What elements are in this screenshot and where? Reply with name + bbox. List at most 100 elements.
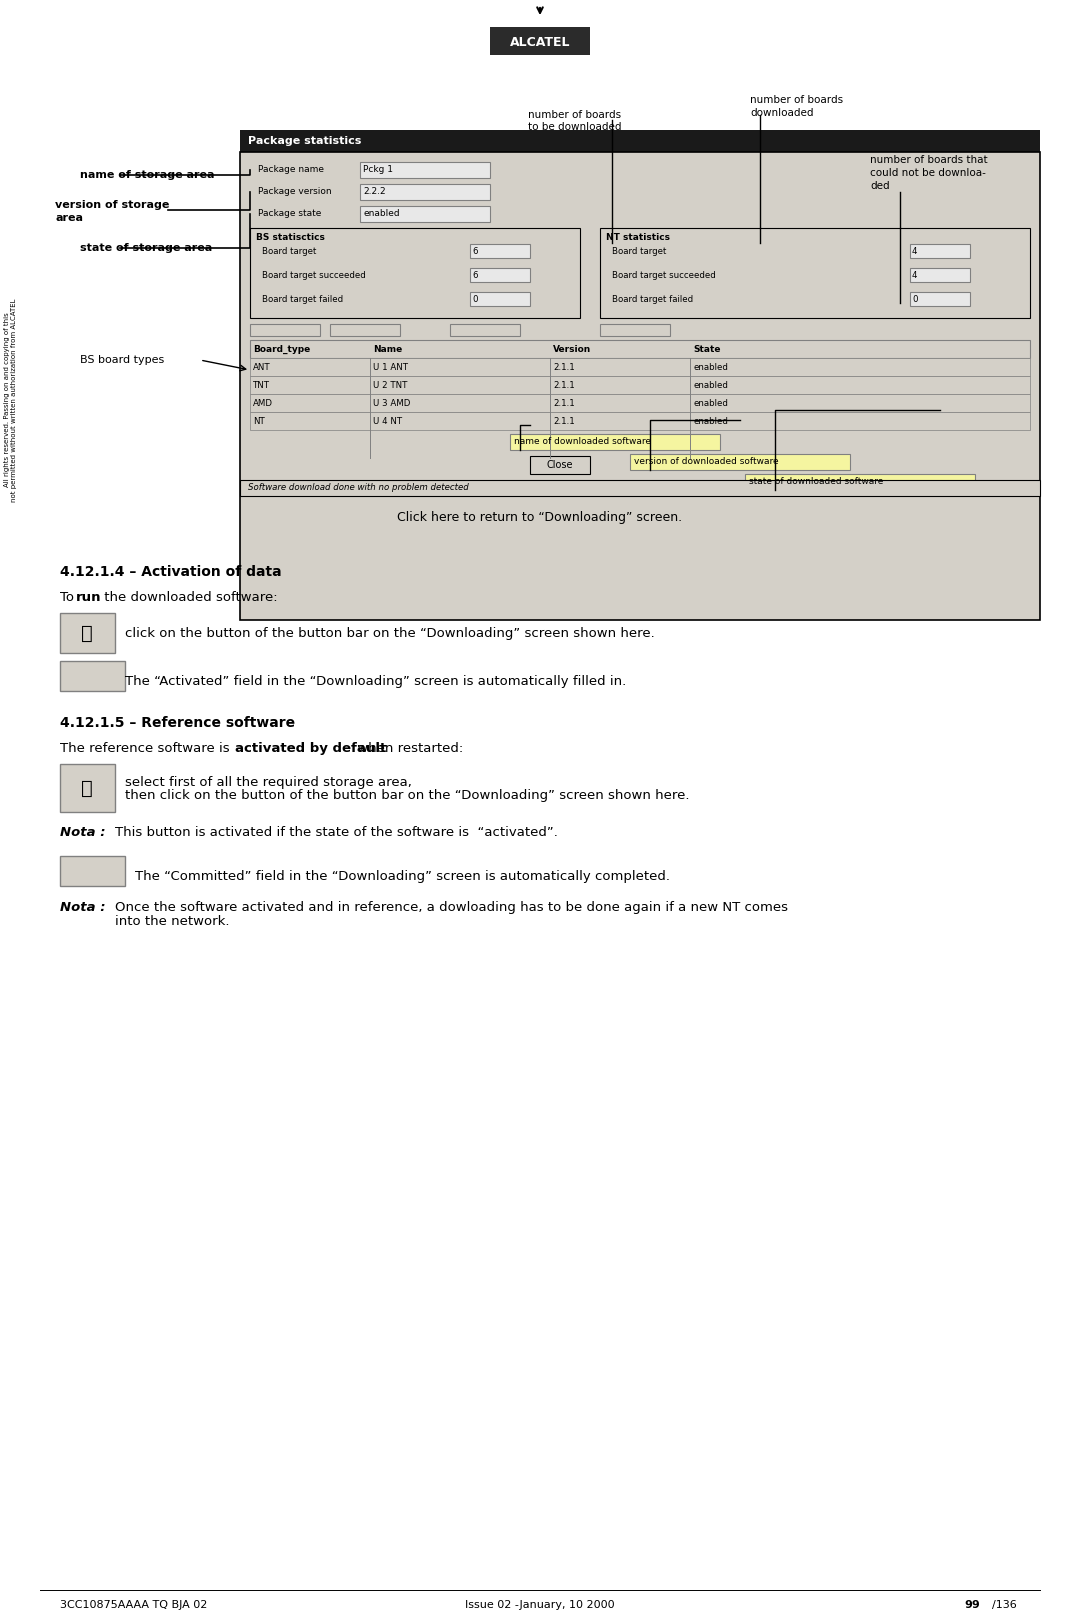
Text: Board target failed: Board target failed [262,294,343,304]
FancyBboxPatch shape [510,433,720,450]
Text: click on the button of the button bar on the “Downloading” screen shown here.: click on the button of the button bar on… [125,626,654,639]
Text: version of storage: version of storage [55,200,170,209]
FancyBboxPatch shape [910,268,970,282]
Text: Issue 02 -January, 10 2000: Issue 02 -January, 10 2000 [465,1600,615,1610]
FancyBboxPatch shape [360,183,490,200]
Text: could not be downloa-: could not be downloa- [870,169,986,179]
Text: Pckg 1: Pckg 1 [363,166,393,175]
Text: ANT: ANT [253,362,271,372]
Text: 3CC10875AAAA TQ BJA 02: 3CC10875AAAA TQ BJA 02 [60,1600,207,1610]
Text: Board target failed: Board target failed [612,294,693,304]
FancyBboxPatch shape [60,661,125,691]
Text: State: State [693,344,720,354]
Text: 99: 99 [964,1600,980,1610]
FancyBboxPatch shape [240,153,1040,620]
Text: All rights reserved. Passing on and copying of this
not permitted without writte: All rights reserved. Passing on and copy… [4,299,17,502]
Text: 0: 0 [472,294,477,304]
Text: Board target succeeded: Board target succeeded [262,271,366,279]
Text: Package state: Package state [258,209,322,219]
Text: downloaded: downloaded [750,109,813,118]
Text: number of boards
to be downloaded: number of boards to be downloaded [528,110,622,131]
Text: enabled: enabled [693,362,728,372]
FancyBboxPatch shape [910,292,970,307]
Text: name of downloaded software: name of downloaded software [514,438,651,446]
Text: number of boards: number of boards [750,96,843,105]
Text: Software download done with no problem detected: Software download done with no problem d… [248,484,469,492]
Text: 2.1.1: 2.1.1 [553,399,575,407]
Text: 4: 4 [912,271,918,279]
Text: 6: 6 [472,247,477,255]
Text: run: run [76,591,102,604]
Text: version of downloaded software: version of downloaded software [634,458,779,466]
Text: Version: Version [553,344,591,354]
Text: ALCATEL: ALCATEL [510,36,570,49]
Text: select first of all the required storage area,: select first of all the required storage… [125,776,411,789]
FancyBboxPatch shape [249,227,580,318]
Text: 0: 0 [912,294,918,304]
Text: Package statistics: Package statistics [248,136,362,146]
Text: U 4 NT: U 4 NT [373,417,402,425]
FancyBboxPatch shape [249,377,1030,394]
Text: name of storage area: name of storage area [80,170,215,180]
Text: This button is activated if the state of the software is  “activated”.: This button is activated if the state of… [114,826,558,839]
Text: 2.2.2: 2.2.2 [363,188,386,196]
FancyBboxPatch shape [60,855,125,886]
Text: U 1 ANT: U 1 ANT [373,362,408,372]
Text: BS board types: BS board types [80,355,164,365]
Text: 2.1.1: 2.1.1 [553,362,575,372]
FancyBboxPatch shape [249,394,1030,412]
FancyBboxPatch shape [240,480,1040,497]
Text: area: area [55,213,83,222]
Text: Package name: Package name [258,166,324,175]
Text: number of boards that: number of boards that [870,156,987,166]
Text: 4.12.1.4 – Activation of data: 4.12.1.4 – Activation of data [60,565,282,579]
Text: enabled: enabled [693,417,728,425]
FancyBboxPatch shape [240,130,1040,153]
Text: 4: 4 [912,247,918,255]
Text: when restarted:: when restarted: [353,742,463,755]
Text: NT: NT [253,417,265,425]
FancyBboxPatch shape [530,456,590,474]
Text: Board target succeeded: Board target succeeded [612,271,716,279]
Text: TNT: TNT [253,380,270,390]
FancyBboxPatch shape [600,227,1030,318]
FancyBboxPatch shape [249,325,320,336]
FancyBboxPatch shape [745,474,975,490]
Text: Board_type: Board_type [253,344,310,354]
Text: then click on the button of the button bar on the “Downloading” screen shown her: then click on the button of the button b… [125,789,689,802]
Text: The “Committed” field in the “Downloading” screen is automatically completed.: The “Committed” field in the “Downloadin… [135,870,670,883]
Text: NT statistics: NT statistics [606,234,670,242]
FancyBboxPatch shape [60,764,114,812]
FancyBboxPatch shape [60,613,114,652]
Text: Nota :: Nota : [60,826,106,839]
Text: The “Activated” field in the “Downloading” screen is automatically filled in.: The “Activated” field in the “Downloadin… [125,675,626,688]
Text: To: To [60,591,78,604]
Text: U 3 AMD: U 3 AMD [373,399,410,407]
Text: 💾: 💾 [81,623,93,643]
Text: BS statisctics: BS statisctics [256,234,325,242]
Text: /136: /136 [993,1600,1016,1610]
FancyBboxPatch shape [490,28,590,55]
Text: 2.1.1: 2.1.1 [553,417,575,425]
FancyBboxPatch shape [330,325,400,336]
FancyBboxPatch shape [470,292,530,307]
Text: ded: ded [870,182,890,192]
FancyBboxPatch shape [249,359,1030,377]
Text: Package version: Package version [258,188,332,196]
FancyBboxPatch shape [630,454,850,471]
Text: activated by default: activated by default [235,742,387,755]
Text: U 2 TNT: U 2 TNT [373,380,407,390]
Text: enabled: enabled [363,209,400,219]
Text: 4.12.1.5 – Reference software: 4.12.1.5 – Reference software [60,716,295,730]
Text: into the network.: into the network. [114,915,229,928]
FancyBboxPatch shape [600,325,670,336]
Text: Board target: Board target [262,247,316,255]
Text: Nota :: Nota : [60,901,106,914]
Text: Name: Name [373,344,402,354]
Text: the downloaded software:: the downloaded software: [100,591,278,604]
Text: enabled: enabled [693,399,728,407]
FancyBboxPatch shape [360,206,490,222]
Text: Once the software activated and in reference, a dowloading has to be done again : Once the software activated and in refer… [114,901,788,914]
Text: Close: Close [546,459,573,471]
Text: Board target: Board target [612,247,666,255]
